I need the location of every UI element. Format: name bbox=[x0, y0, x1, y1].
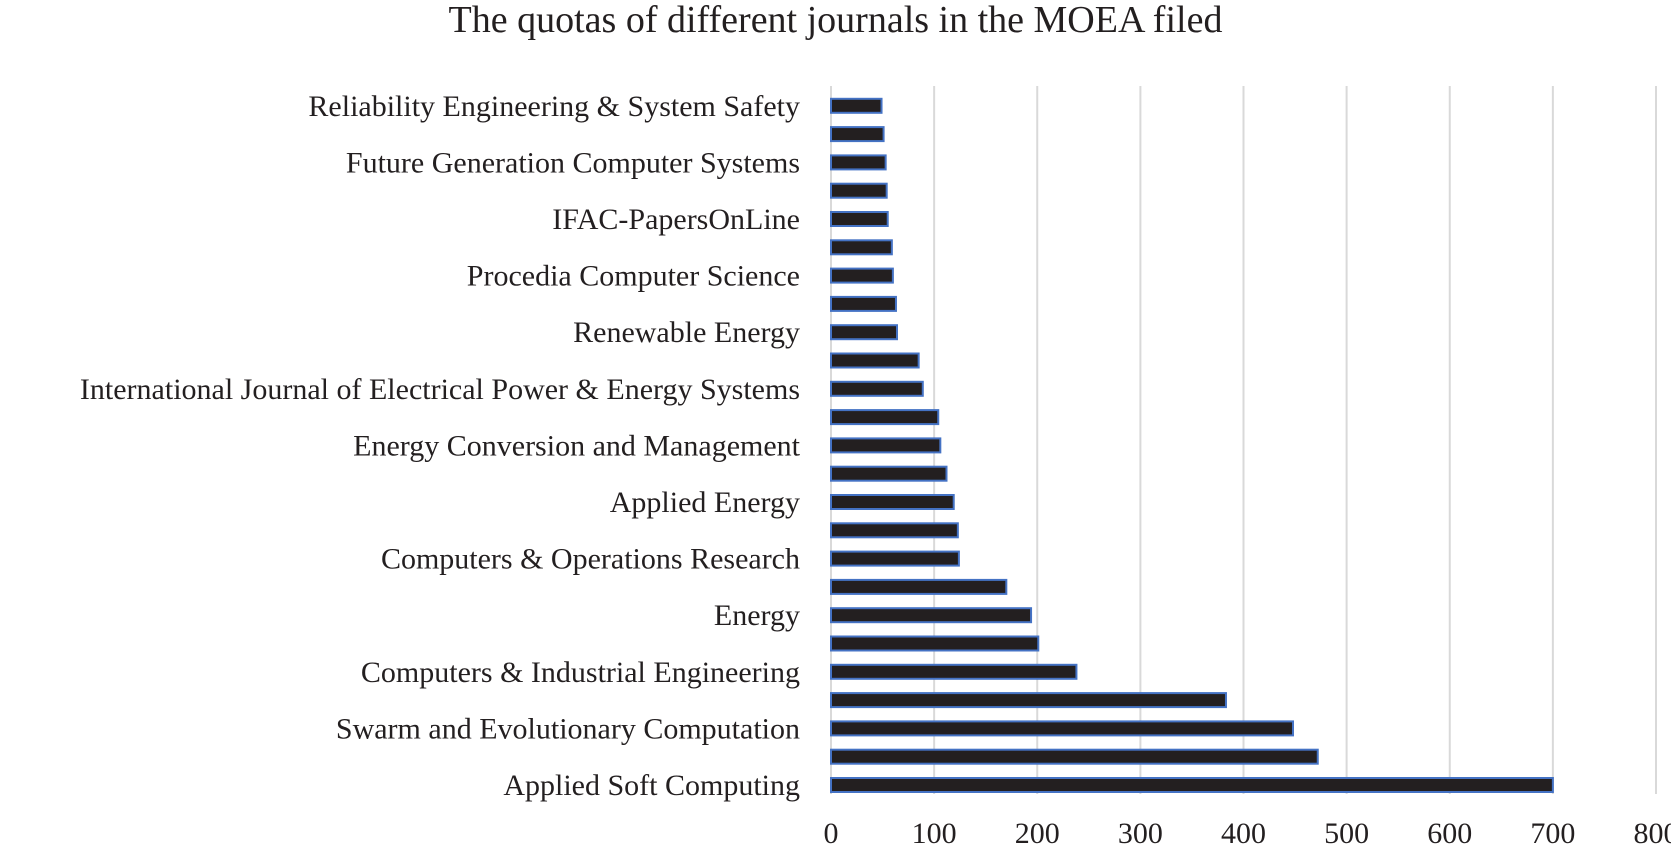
x-tick-label: 600 bbox=[1427, 817, 1472, 850]
bar bbox=[830, 550, 960, 567]
bar bbox=[830, 437, 942, 454]
x-tick-label: 800 bbox=[1634, 817, 1671, 850]
bar bbox=[830, 692, 1227, 709]
bar bbox=[830, 352, 920, 369]
bar bbox=[830, 97, 883, 114]
x-tick-label: 400 bbox=[1221, 817, 1266, 850]
category-label: International Journal of Electrical Powe… bbox=[80, 373, 800, 406]
category-label: Reliability Engineering & System Safety bbox=[308, 90, 800, 123]
bar bbox=[830, 154, 887, 171]
bar bbox=[830, 607, 1033, 624]
category-label: Swarm and Evolutionary Computation bbox=[336, 712, 800, 745]
bar bbox=[830, 720, 1294, 737]
bar bbox=[830, 409, 940, 426]
category-label: Applied Energy bbox=[610, 486, 800, 519]
bar bbox=[830, 295, 897, 312]
category-label: Energy bbox=[714, 599, 800, 632]
x-tick-label: 0 bbox=[824, 817, 839, 850]
x-tick-label: 300 bbox=[1118, 817, 1163, 850]
category-label: Renewable Energy bbox=[573, 316, 800, 349]
bar bbox=[830, 182, 888, 199]
category-labels: Applied Soft Computing Swarm and Evolutio… bbox=[80, 90, 801, 802]
x-tick-label: 100 bbox=[912, 817, 957, 850]
category-label: Computers & Operations Research bbox=[381, 543, 800, 576]
category-label: Future Generation Computer Systems bbox=[346, 146, 800, 179]
grid-lines bbox=[830, 86, 1657, 794]
chart-title: The quotas of different journals in the … bbox=[448, 0, 1223, 41]
bar bbox=[830, 126, 885, 143]
x-tick-label: 700 bbox=[1530, 817, 1575, 850]
bar bbox=[830, 324, 898, 341]
bar bbox=[830, 211, 889, 227]
bars bbox=[830, 97, 1554, 793]
bar bbox=[830, 663, 1078, 680]
bar bbox=[830, 522, 959, 539]
x-tick-label: 200 bbox=[1015, 817, 1060, 850]
x-tick-label: 500 bbox=[1324, 817, 1369, 850]
bar bbox=[830, 267, 894, 284]
bar bbox=[830, 494, 955, 510]
bar bbox=[830, 239, 893, 256]
category-label: Energy Conversion and Management bbox=[353, 429, 801, 462]
bar bbox=[830, 748, 1319, 765]
bar bbox=[830, 777, 1554, 793]
category-label: Procedia Computer Science bbox=[467, 260, 800, 293]
x-axis-tick-labels: 0 100 200 300 400 500 600 700 800 bbox=[824, 817, 1671, 850]
bar bbox=[830, 465, 948, 482]
bar bbox=[830, 380, 924, 397]
category-label: Computers & Industrial Engineering bbox=[361, 656, 800, 689]
bar bbox=[830, 578, 1008, 595]
category-label: IFAC-PapersOnLine bbox=[552, 203, 800, 236]
bar bbox=[830, 635, 1040, 652]
category-label: Applied Soft Computing bbox=[503, 769, 800, 802]
